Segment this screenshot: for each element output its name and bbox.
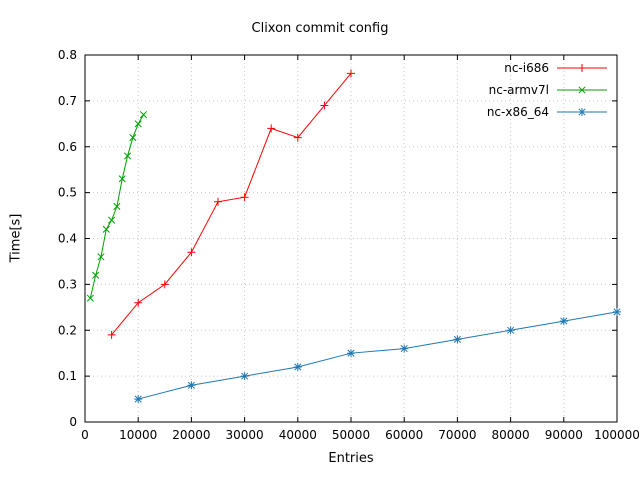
- legend: nc-i686 nc-armv7l nc-x86_64: [487, 61, 607, 119]
- data-point-marker: [506, 326, 515, 335]
- x-tick-label: 0: [81, 428, 89, 442]
- data-point-marker: [86, 294, 94, 302]
- data-point-marker: [124, 152, 132, 160]
- x-tick-label: 50000: [332, 428, 370, 442]
- x-tick-label: 40000: [279, 428, 317, 442]
- x-tick-label: 20000: [172, 428, 210, 442]
- data-point-marker: [134, 395, 143, 404]
- data-point-marker: [613, 307, 621, 316]
- data-point-marker: [293, 133, 302, 142]
- data-point-marker: [578, 64, 586, 72]
- data-point-marker: [400, 344, 409, 353]
- legend-label: nc-i686: [504, 61, 549, 75]
- y-tick-label: 0.7: [58, 94, 77, 108]
- y-tick-label: 0.4: [58, 232, 77, 246]
- data-point-marker: [187, 248, 196, 257]
- data-point-marker: [578, 86, 586, 94]
- y-tick-label: 0.6: [58, 140, 77, 154]
- y-tick-label: 0.1: [58, 369, 77, 383]
- data-point-marker: [578, 108, 586, 116]
- x-tick-label: 30000: [226, 428, 264, 442]
- x-tick-label: 70000: [438, 428, 476, 442]
- data-point-marker: [107, 330, 116, 339]
- x-tick-label: 100000: [594, 428, 640, 442]
- axes: 0 10000 20000 30000 40000 50000 60000 70000 8000…: [58, 48, 640, 442]
- x-tick-label: 90000: [545, 428, 583, 442]
- series-nc-i686: [107, 69, 355, 339]
- data-point-marker: [92, 271, 100, 279]
- data-point-marker: [187, 381, 196, 390]
- data-point-marker: [108, 216, 116, 224]
- data-point-marker: [453, 335, 462, 344]
- data-point-marker: [214, 197, 222, 206]
- y-tick-label: 0.8: [58, 48, 77, 62]
- data-point-marker: [267, 124, 276, 133]
- data-point-marker: [134, 298, 143, 307]
- series-nc-armv7l: [86, 111, 148, 302]
- series-nc-x86_64: [134, 307, 621, 404]
- legend-label: nc-x86_64: [487, 105, 549, 119]
- data-point-marker: [118, 175, 126, 183]
- y-tick-label: 0.2: [58, 323, 77, 337]
- data-point-marker: [102, 225, 110, 233]
- data-point-marker: [240, 372, 249, 381]
- data-point-marker: [347, 349, 355, 358]
- data-point-marker: [97, 253, 105, 261]
- x-axis-label: Entries: [328, 451, 374, 466]
- data-point-marker: [240, 193, 249, 202]
- legend-label: nc-armv7l: [489, 83, 549, 97]
- x-tick-label: 60000: [385, 428, 423, 442]
- data-point-marker: [293, 362, 302, 371]
- data-point-marker: [320, 101, 329, 110]
- data-point-marker: [139, 111, 148, 119]
- data-point-marker: [160, 280, 169, 289]
- data-point-marker: [559, 317, 568, 326]
- x-tick-label: 10000: [119, 428, 157, 442]
- data-point-marker: [134, 120, 142, 128]
- chart-title: Clixon commit config: [251, 21, 389, 36]
- y-tick-label: 0.3: [58, 277, 77, 291]
- x-tick-label: 80000: [492, 428, 530, 442]
- data-point-marker: [347, 69, 355, 78]
- y-tick-label: 0.5: [58, 186, 77, 200]
- y-tick-label: 0: [69, 415, 77, 429]
- data-point-marker: [113, 202, 121, 210]
- data-point-marker: [129, 134, 137, 142]
